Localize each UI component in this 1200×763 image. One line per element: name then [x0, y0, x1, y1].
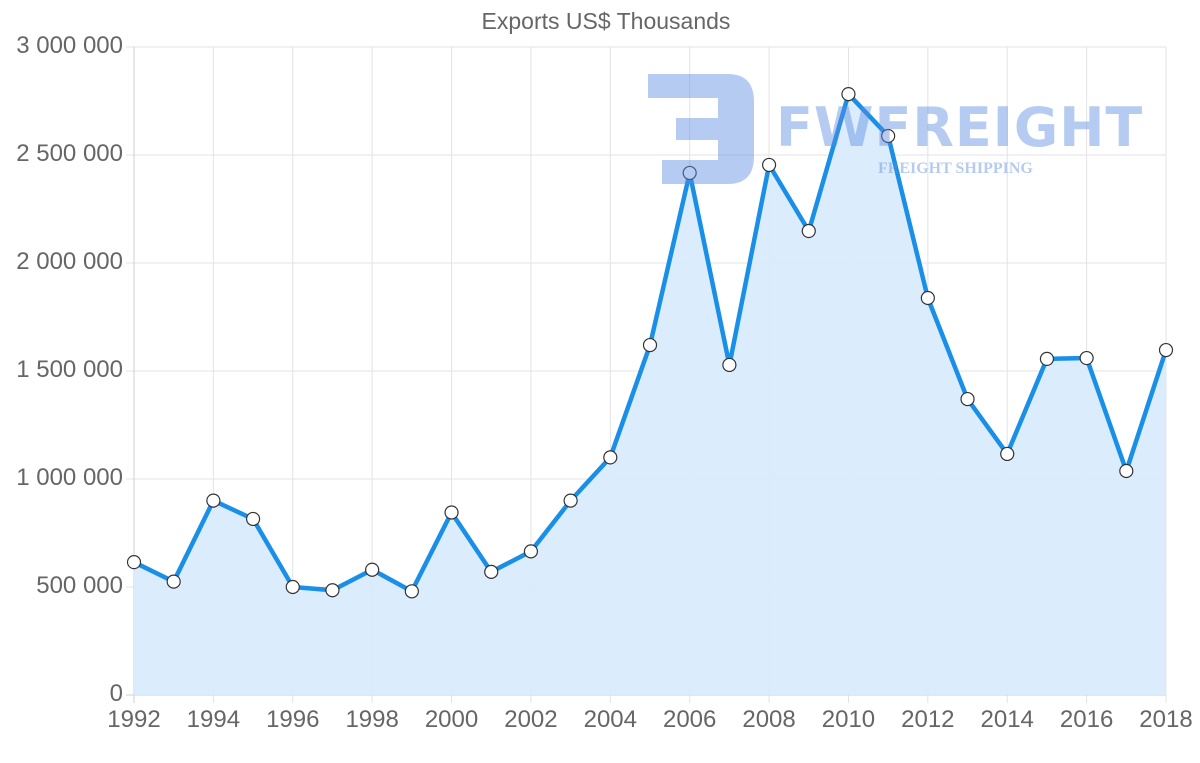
y-tick-label: 3 000 000	[16, 32, 123, 59]
x-tick-label: 2004	[583, 706, 637, 733]
data-point[interactable]: 2000: 845000	[444, 505, 459, 520]
y-tick-label: 1 000 000	[16, 464, 123, 491]
x-tick-label: 2008	[742, 706, 796, 733]
data-point[interactable]: 2005: 1620000	[642, 337, 658, 353]
x-tick-label: 1994	[186, 706, 241, 733]
data-point[interactable]: 1999: 480000	[404, 584, 419, 599]
x-tick-label: 2000	[424, 706, 479, 733]
watermark-logo-icon	[648, 74, 754, 184]
data-point[interactable]: 2004: 1100000	[603, 450, 618, 465]
data-point[interactable]: 1994: 900000	[206, 493, 221, 508]
data-point[interactable]: 2006: 2417000	[682, 165, 697, 181]
data-point[interactable]: 2014: 1116000	[1000, 446, 1015, 462]
area-fill	[134, 94, 1166, 696]
x-tick-label: 2018	[1139, 706, 1193, 733]
data-point[interactable]: 2009: 2148000	[801, 223, 816, 239]
data-point[interactable]: 1998: 580000	[365, 562, 380, 577]
data-point[interactable]: 2003: 900000	[563, 493, 578, 508]
chart-title: Exports US$ Thousands	[481, 8, 731, 34]
x-tick-label: 2002	[504, 706, 558, 733]
x-tick-label: 1998	[345, 706, 399, 733]
y-tick-label: 2 000 000	[16, 248, 123, 275]
y-tick-label: 1 500 000	[16, 356, 123, 383]
data-point[interactable]: 2002: 665000	[523, 544, 539, 559]
data-point[interactable]: 2001: 570000	[484, 564, 499, 579]
x-tick-label: 2006	[662, 706, 717, 733]
data-point[interactable]: 1997: 485000	[325, 583, 340, 598]
data-point[interactable]: 2017: 1037000	[1119, 463, 1134, 479]
x-tick-label: 2016	[1059, 706, 1114, 733]
x-tick-label: 1992	[107, 706, 161, 733]
data-point[interactable]: 2011: 2588000	[881, 128, 896, 144]
data-point[interactable]: 1995: 815000	[245, 511, 261, 527]
data-point[interactable]: 2007: 1528000	[722, 357, 737, 373]
y-tick-label: 500 000	[36, 572, 123, 599]
y-tick-label: 0	[109, 680, 123, 707]
data-point[interactable]: 2008: 2454000	[761, 157, 777, 173]
data-point[interactable]: 2016: 1560000	[1079, 350, 1094, 366]
watermark-tagline: FREIGHT SHIPPING	[878, 160, 1033, 177]
data-point[interactable]: 1992: 615000	[126, 555, 142, 570]
x-tick-label: 1996	[266, 706, 320, 733]
data-point[interactable]: 2015: 1556000	[1039, 351, 1055, 367]
x-tick-label: 2014	[980, 706, 1034, 733]
x-tick-label: 2012	[901, 706, 955, 733]
data-point[interactable]: 2018: 1597000	[1158, 342, 1174, 358]
x-tick-label: 2010	[821, 706, 876, 733]
data-point[interactable]: 1993: 525000	[166, 574, 181, 589]
watermark-brand: FWFREIGHT	[776, 96, 1144, 159]
data-point[interactable]: 2012: 1838000	[920, 290, 935, 306]
data-point[interactable]: 2013: 1370000	[960, 391, 975, 407]
y-tick-label: 2 500 000	[16, 140, 123, 167]
data-point[interactable]: 2010: 2782000	[841, 86, 856, 102]
